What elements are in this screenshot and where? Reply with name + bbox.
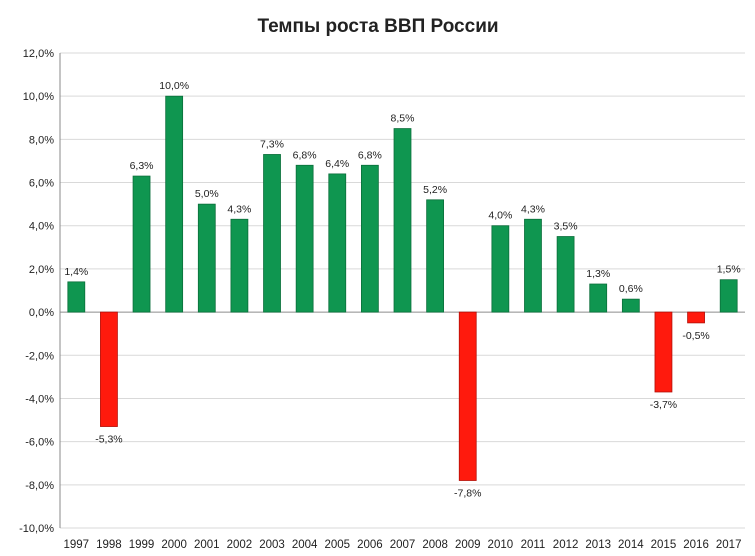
data-label-2007: 8,5%: [391, 113, 415, 125]
x-tick-label: 1998: [96, 539, 122, 551]
x-tick-label: 2017: [716, 539, 742, 551]
bar-2011: [524, 218, 542, 313]
y-tick-label: -4,0%: [25, 393, 54, 405]
y-tick-label: -8,0%: [25, 480, 54, 492]
x-tick-label: 2007: [390, 539, 416, 551]
data-label-2008: 5,2%: [423, 184, 447, 196]
y-tick-label: -10,0%: [19, 523, 54, 535]
x-tick-label: 2010: [488, 539, 514, 551]
bar-2001: [197, 203, 216, 313]
x-tick-label: 1999: [129, 539, 155, 551]
y-tick-label: -6,0%: [25, 437, 54, 449]
x-tick-label: 2015: [651, 539, 677, 551]
y-tick-label: 4,0%: [29, 221, 54, 233]
y-tick-label: 12,0%: [23, 48, 54, 60]
y-tick-label: 2,0%: [29, 264, 54, 276]
x-tick-label: 2014: [618, 539, 644, 551]
data-label-2006: 6,8%: [358, 149, 382, 161]
bar-2000: [165, 95, 184, 313]
y-tick-label: 8,0%: [29, 134, 54, 146]
bars: [67, 95, 738, 481]
data-label-1998: -5,3%: [95, 434, 122, 446]
bar-1997: [67, 281, 86, 313]
x-tick-label: 2002: [227, 539, 253, 551]
x-tick-label: 2006: [357, 539, 383, 551]
x-tick-label: 2005: [324, 539, 350, 551]
x-tick-label: 2012: [553, 539, 579, 551]
bar-2004: [295, 164, 314, 313]
y-tick-label: 10,0%: [23, 91, 54, 103]
bar-2007: [393, 128, 412, 313]
data-label-2013: 1,3%: [586, 268, 610, 280]
data-label-2011: 4,3%: [521, 203, 545, 215]
data-label-2003: 7,3%: [260, 138, 284, 150]
chart-title: Темпы роста ВВП России: [257, 16, 498, 37]
data-label-2017: 1,5%: [717, 264, 741, 276]
x-tick-label: 2003: [259, 539, 285, 551]
data-label-2015: -3,7%: [650, 399, 677, 411]
bar-2014: [621, 298, 640, 313]
data-labels: 1,4% -5,3% 6,3% 10,0% 5,0% 4,3% 7,3% 6,8% 6,4% 6,…: [64, 80, 740, 499]
data-label-2002: 4,3%: [227, 203, 251, 215]
y-tick-label: -2,0%: [25, 350, 54, 362]
bar-2017: [719, 279, 738, 313]
bar-2010: [491, 225, 510, 313]
bar-2005: [328, 173, 347, 313]
y-tick-label: 0,0%: [29, 307, 54, 319]
bar-2013: [589, 283, 608, 313]
data-label-2004: 6,8%: [293, 149, 317, 161]
bar-1999: [132, 175, 151, 313]
data-label-2012: 3,5%: [554, 221, 578, 233]
x-tick-label: 2004: [292, 539, 318, 551]
x-axis-ticks: 1997 1998 1999 2000 2001 2002 2003 2004 2005 2006…: [64, 539, 742, 551]
data-label-2005: 6,4%: [325, 158, 349, 170]
data-label-2014: 0,6%: [619, 283, 643, 295]
data-label-2001: 5,0%: [195, 188, 219, 200]
x-tick-label: 1997: [64, 539, 90, 551]
y-axis-ticks: 12,0% 10,0% 8,0% 6,0% 4,0% 2,0% 0,0% -2,0% -4,0%…: [19, 48, 54, 535]
bar-2008: [426, 199, 444, 313]
y-tick-label: 6,0%: [29, 178, 54, 190]
x-tick-label: 2013: [585, 539, 611, 551]
x-tick-label: 2011: [521, 539, 546, 551]
x-tick-label: 2008: [422, 539, 448, 551]
bar-1998: [100, 311, 118, 427]
bar-2006: [360, 164, 379, 313]
bar-2002: [230, 218, 249, 313]
bar-2012: [556, 236, 575, 313]
data-label-1997: 1,4%: [64, 266, 88, 278]
bar-2003: [263, 154, 281, 313]
bar-2015: [654, 311, 673, 393]
x-tick-label: 2001: [194, 539, 220, 551]
data-label-2009: -7,8%: [454, 488, 481, 500]
data-label-2016: -0,5%: [682, 330, 709, 342]
data-label-2010: 4,0%: [488, 210, 512, 222]
x-tick-label: 2000: [161, 539, 187, 551]
data-label-1999: 6,3%: [130, 160, 154, 172]
bar-2009: [458, 311, 477, 481]
x-tick-label: 2009: [455, 539, 481, 551]
data-label-2000: 10,0%: [159, 80, 189, 92]
bar-2016: [687, 311, 705, 324]
x-tick-label: 2016: [683, 539, 709, 551]
